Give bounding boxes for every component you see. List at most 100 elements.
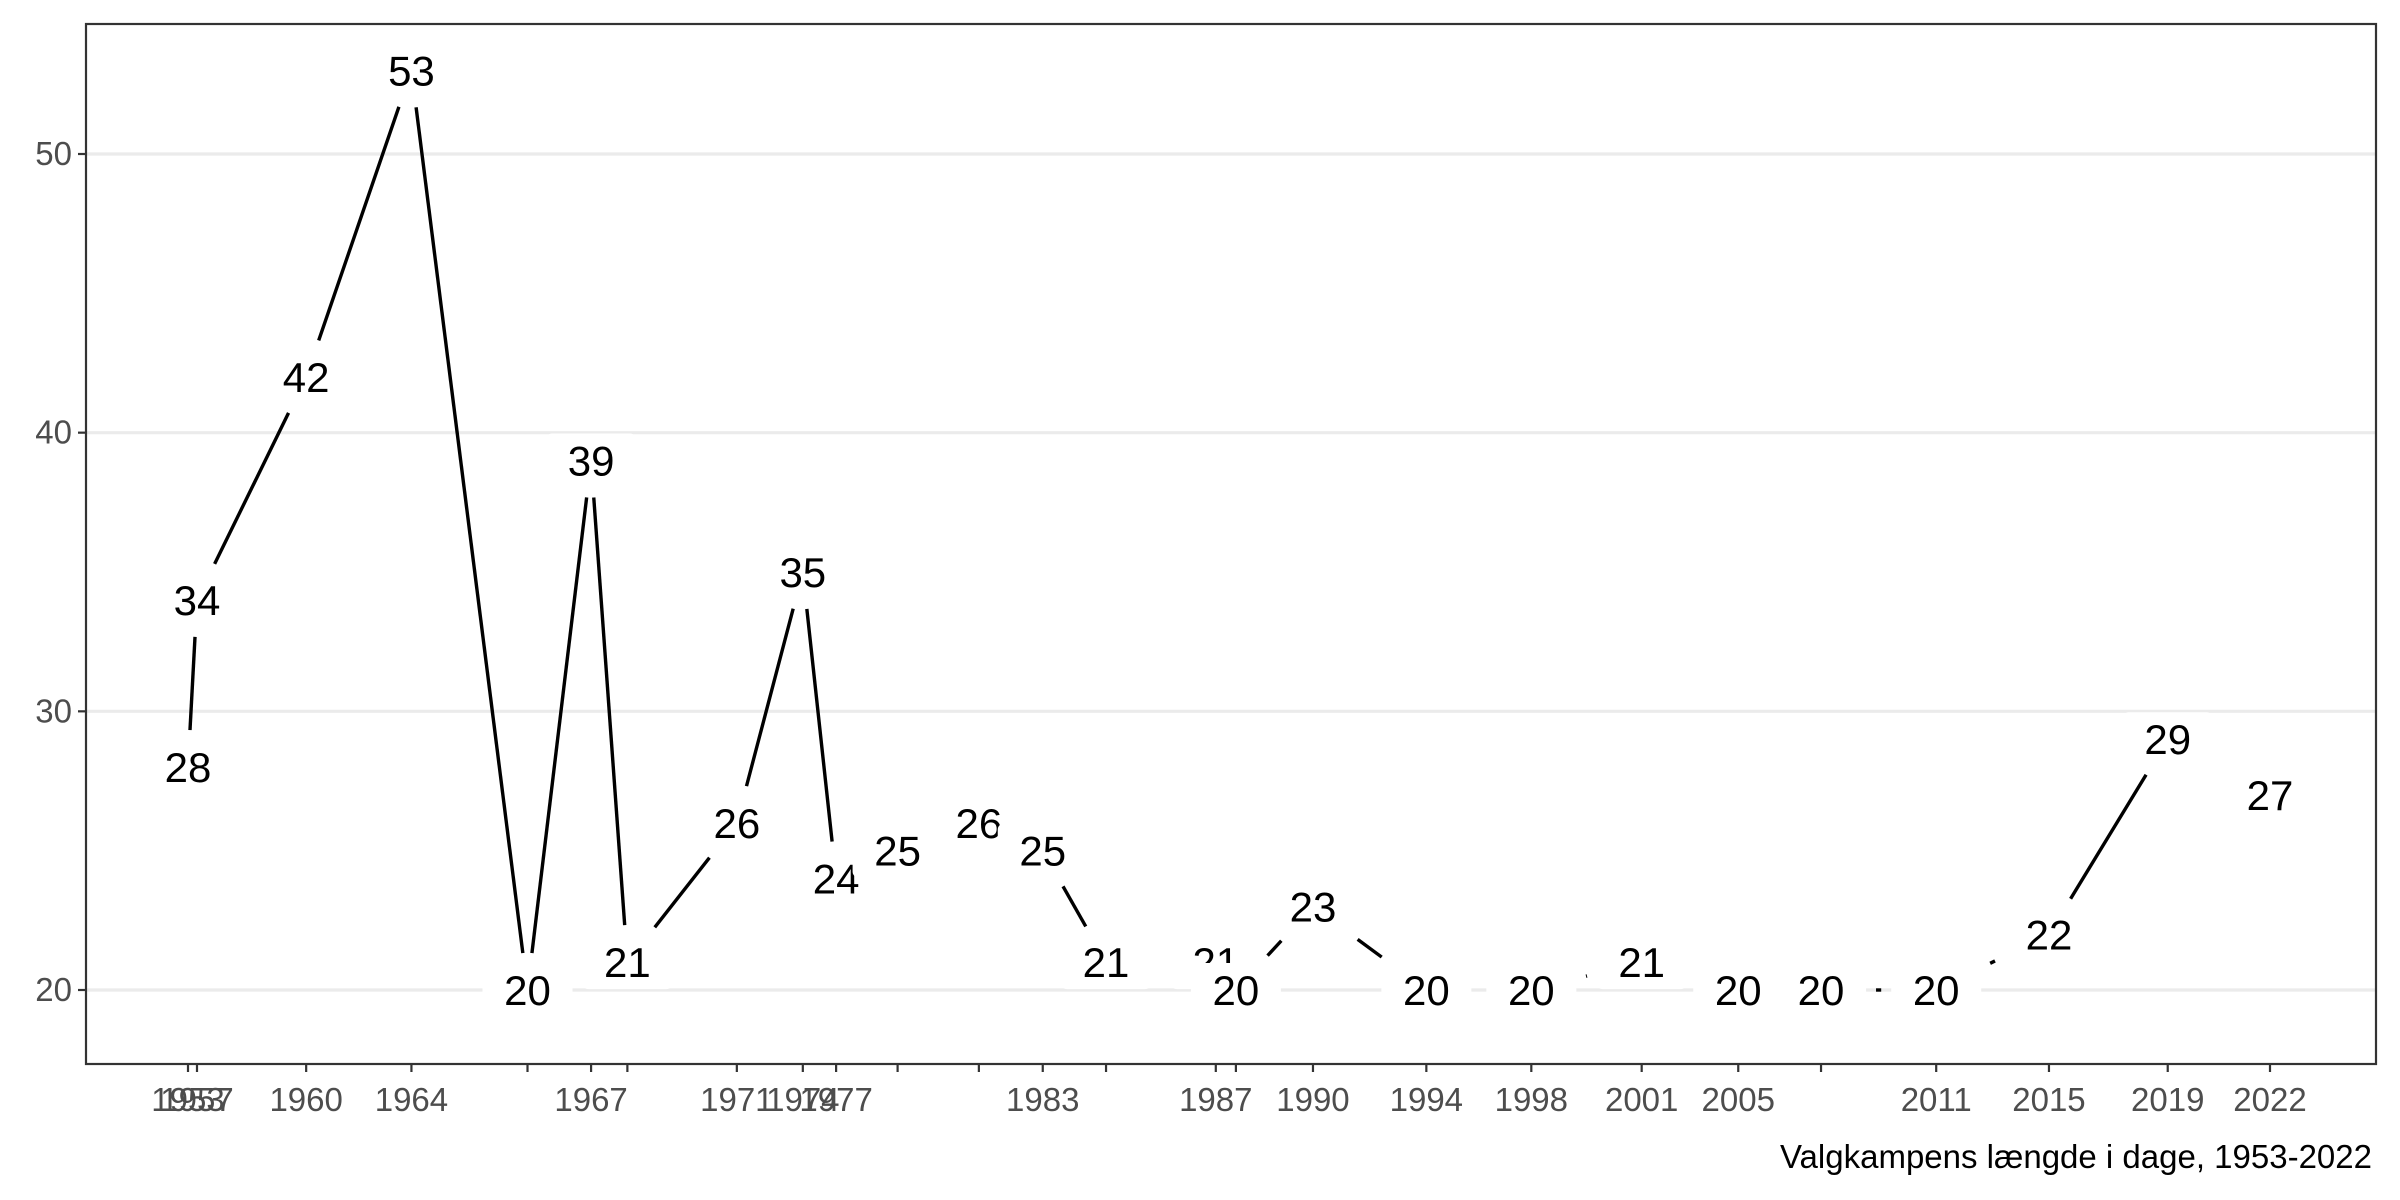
y-axis: 20 30 40 50 bbox=[35, 135, 86, 1008]
data-label: 23 bbox=[1267, 879, 1358, 934]
data-label-text: 20 bbox=[1913, 967, 1960, 1014]
data-label: 20 bbox=[1891, 963, 1982, 1017]
data-label: 20 bbox=[1693, 963, 1784, 1017]
data-label: 20 bbox=[1776, 963, 1867, 1017]
data-label-background bbox=[1267, 879, 1358, 934]
data-label: 21 bbox=[582, 935, 673, 990]
data-label-text: 25 bbox=[874, 828, 921, 875]
x-tick-label: 2022 bbox=[2233, 1081, 2306, 1118]
data-label: 21 bbox=[1596, 935, 1687, 990]
series-line-segment bbox=[1061, 885, 1088, 928]
series-line-segment bbox=[2069, 773, 2148, 900]
data-label-background bbox=[1061, 935, 1152, 990]
data-label: 20 bbox=[1190, 963, 1281, 1017]
data-label-text: 27 bbox=[2247, 772, 2294, 819]
x-tick-label: 2005 bbox=[1702, 1081, 1775, 1118]
series-line-segment bbox=[592, 497, 627, 926]
data-label-text: 21 bbox=[1083, 939, 1130, 986]
y-tick-label: 50 bbox=[35, 135, 72, 172]
data-label: 21 bbox=[1061, 935, 1152, 990]
data-label-text: 39 bbox=[568, 438, 615, 485]
data-label-background bbox=[143, 740, 233, 795]
x-tick-label: 1967 bbox=[554, 1081, 627, 1118]
data-label-background bbox=[1486, 963, 1577, 1017]
data-label-text: 24 bbox=[813, 856, 860, 903]
x-tick-label: 2011 bbox=[1901, 1081, 1972, 1118]
x-tick-label: 1990 bbox=[1276, 1081, 1349, 1118]
data-label-text: 20 bbox=[1213, 967, 1260, 1014]
x-tick-label: 1953 bbox=[151, 1081, 224, 1118]
data-label: 22 bbox=[2003, 907, 2094, 962]
data-label-background bbox=[2003, 907, 2094, 962]
x-tick-label: 1987 bbox=[1179, 1081, 1252, 1118]
x-tick-label: 1998 bbox=[1495, 1081, 1568, 1118]
data-label-background bbox=[2122, 712, 2213, 767]
data-label-text: 20 bbox=[1715, 967, 1762, 1014]
data-label: 27 bbox=[2225, 767, 2315, 822]
data-label: 26 bbox=[691, 795, 782, 850]
data-label-background bbox=[997, 823, 1088, 878]
x-tick-label: 2019 bbox=[2131, 1081, 2204, 1118]
series-line-segment bbox=[530, 497, 589, 954]
data-label-background bbox=[1891, 963, 1982, 1017]
data-label-text: 23 bbox=[1290, 883, 1337, 930]
x-tick-label: 1971 bbox=[700, 1081, 773, 1118]
series-line-segment bbox=[317, 106, 401, 342]
data-label: 25 bbox=[852, 823, 943, 878]
data-label-text: 42 bbox=[283, 354, 330, 401]
series-line-segment bbox=[188, 636, 197, 731]
data-label: 42 bbox=[261, 349, 352, 404]
data-label-background bbox=[1381, 963, 1472, 1017]
data-label-text: 26 bbox=[956, 800, 1003, 847]
data-label: 35 bbox=[757, 545, 848, 599]
x-tick-label: 2015 bbox=[2012, 1081, 2085, 1118]
x-tick-label: 1977 bbox=[799, 1081, 872, 1118]
data-label: 29 bbox=[2122, 712, 2213, 767]
x-tick-label: 1983 bbox=[1006, 1081, 1079, 1118]
data-label-text: 20 bbox=[1508, 967, 1555, 1014]
data-label-background bbox=[546, 433, 637, 488]
data-label-background bbox=[2225, 767, 2315, 822]
data-label-background bbox=[261, 349, 352, 404]
y-tick-label: 30 bbox=[35, 692, 72, 729]
data-label: 34 bbox=[151, 572, 242, 627]
data-label-background bbox=[482, 963, 573, 1017]
data-label-text: 26 bbox=[713, 800, 760, 847]
data-label-text: 21 bbox=[604, 939, 651, 986]
data-label-text: 20 bbox=[504, 967, 551, 1014]
x-tick-label: 1960 bbox=[269, 1081, 342, 1118]
series-line-segment bbox=[744, 608, 795, 787]
data-label-text: 22 bbox=[2026, 911, 2073, 958]
data-label-background bbox=[852, 823, 943, 878]
data-label: 25 bbox=[997, 823, 1088, 878]
series-line-segment bbox=[805, 608, 834, 842]
data-label: 39 bbox=[546, 433, 637, 488]
y-tick-label: 20 bbox=[35, 971, 72, 1008]
data-label-background bbox=[582, 935, 673, 990]
series-line-segment bbox=[414, 107, 525, 954]
chart-caption: Valgkampens længde i dage, 1953-2022 bbox=[1780, 1138, 2372, 1175]
x-tick-label: 1957 bbox=[160, 1081, 233, 1118]
data-label-text: 29 bbox=[2144, 716, 2191, 763]
data-label-text: 35 bbox=[779, 549, 826, 596]
data-label-text: 25 bbox=[1019, 828, 1066, 875]
data-label-background bbox=[1693, 963, 1784, 1017]
x-tick-label: 1964 bbox=[375, 1081, 448, 1118]
data-label-background bbox=[1596, 935, 1687, 990]
data-label: 53 bbox=[366, 43, 457, 98]
data-label-background bbox=[1776, 963, 1867, 1017]
data-label: 28 bbox=[143, 740, 233, 795]
series-line-segment bbox=[1989, 959, 1996, 965]
x-tick-label: 2001 bbox=[1605, 1081, 1678, 1118]
data-label-text: 53 bbox=[388, 47, 435, 94]
x-tick-label: 1974 bbox=[766, 1081, 839, 1118]
data-label-text: 20 bbox=[1798, 967, 1845, 1014]
data-label: 20 bbox=[1381, 963, 1472, 1017]
y-tick-label: 40 bbox=[35, 414, 72, 451]
series-line-segment bbox=[653, 856, 711, 929]
grid-layer bbox=[86, 152, 2376, 992]
